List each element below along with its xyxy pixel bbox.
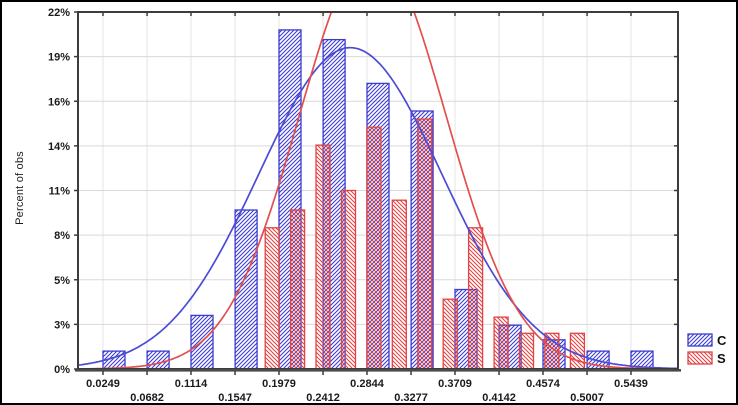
x-tick-label-8: 0.3709 <box>438 378 472 390</box>
bar-S-6 <box>417 118 433 370</box>
y-tick-label-0: 0% <box>54 364 70 376</box>
legend: CS <box>687 333 727 366</box>
x-tick-label-2: 0.1114 <box>175 378 208 390</box>
bar-S-9 <box>493 316 509 370</box>
y-tick-label-3: 8% <box>54 230 70 242</box>
legend-item-C: C <box>687 333 727 348</box>
bar-C-1 <box>146 350 170 370</box>
legend-label-C: C <box>717 333 727 348</box>
axes <box>74 11 681 375</box>
x-tick-label-3: 0.1547 <box>218 392 252 404</box>
bar-S-5 <box>391 199 407 370</box>
x-tick-label-11: 0.5007 <box>570 392 604 404</box>
x-tick-label-6: 0.2844 <box>350 378 385 390</box>
x-tick-label-4: 0.1979 <box>262 378 296 390</box>
legend-item-S: S <box>687 351 726 366</box>
x-tick-label-0: 0.0249 <box>86 378 120 390</box>
normal-curve-C <box>79 46 677 369</box>
bar-S-7 <box>442 298 458 370</box>
y-tick-label-8: 22% <box>48 7 70 19</box>
y-tick-label-2: 5% <box>54 275 70 287</box>
x-tick-label-1: 0.0682 <box>130 392 164 404</box>
x-tick-label-7: 0.3277 <box>394 392 428 404</box>
bar-S-4 <box>366 126 382 370</box>
bar-S-10 <box>518 332 535 370</box>
tick-labels: 0% 3% 5% 8% 11% 14% 16% 19% 22% 0.0249 0.0682 0.111… <box>48 7 648 404</box>
bar-S-3 <box>340 189 357 370</box>
bar-S-1 <box>289 209 306 370</box>
bar-S-0 <box>264 227 280 370</box>
fit-curves <box>79 13 677 369</box>
bar-S-8 <box>467 227 484 370</box>
y-tick-label-4: 11% <box>49 186 71 198</box>
y-tick-label-1: 3% <box>54 319 70 331</box>
x-tick-label-5: 0.2412 <box>306 392 340 404</box>
y-tick-label-5: 14% <box>48 141 70 153</box>
bars <box>102 29 654 370</box>
y-tick-label-7: 19% <box>48 52 70 64</box>
x-tick-label-12: 0.5439 <box>614 378 648 390</box>
legend-label-S: S <box>717 351 726 366</box>
normal-curve-S <box>79 13 677 369</box>
legend-swatch-C <box>687 333 713 347</box>
bar-S-2 <box>315 144 331 370</box>
x-tick-label-9: 0.4142 <box>482 392 516 404</box>
legend-swatch-S <box>687 351 713 365</box>
y-tick-label-6: 16% <box>48 96 70 108</box>
y-axis-title: Percent of obs <box>14 151 26 225</box>
x-tick-label-10: 0.4574 <box>526 378 561 390</box>
